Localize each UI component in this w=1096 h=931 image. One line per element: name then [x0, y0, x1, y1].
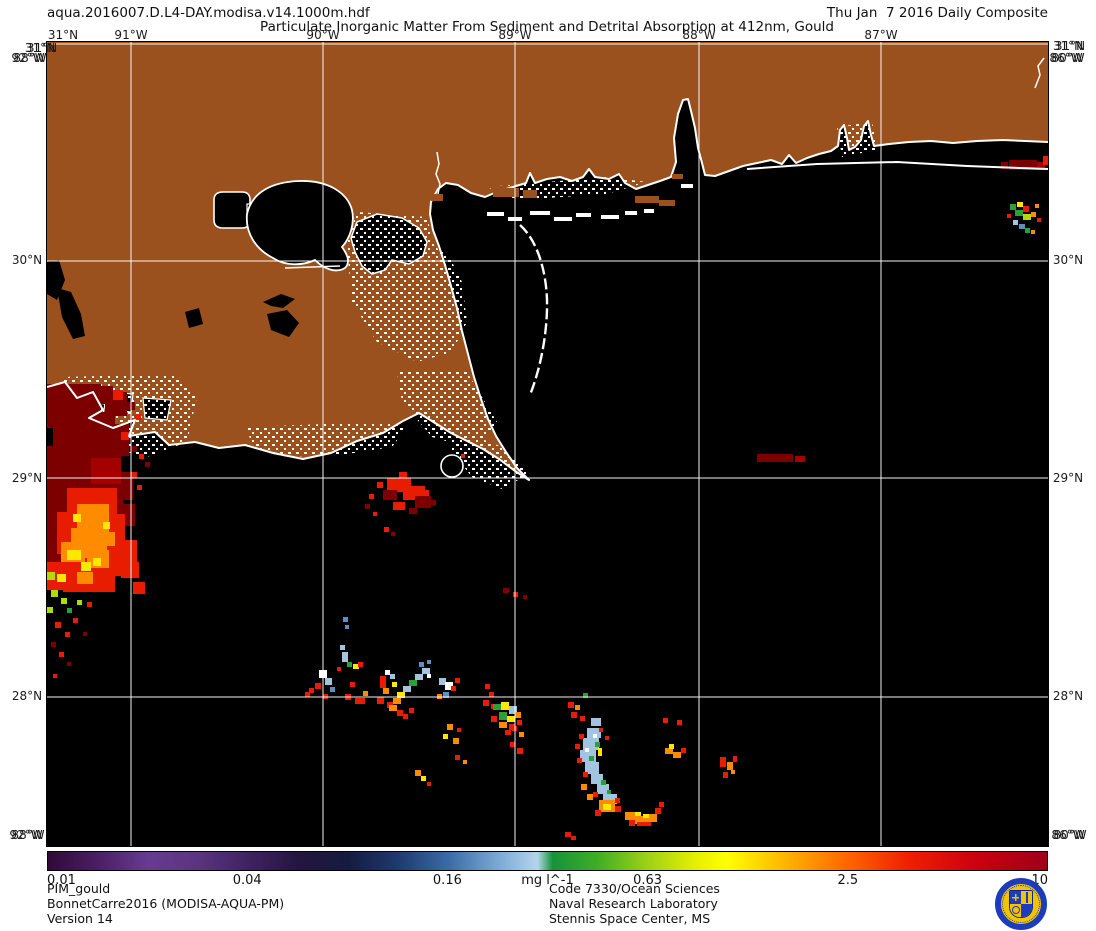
product-info-block: PIM_gould BonnetCarre2016 (MODISA-AQUA-P… [47, 881, 284, 926]
top-axis-label: 31°N [47, 28, 79, 42]
inland-pond-2 [57, 288, 85, 339]
colorbar-tick: 0.16 [432, 873, 462, 888]
organization-block: Code 7330/Ocean Sciences Naval Research … [549, 881, 720, 926]
shield-quadrant [1021, 891, 1032, 904]
right-axis-label: 30°N [1052, 253, 1084, 267]
org-name: Naval Research Laboratory [549, 896, 718, 911]
nrl-seal-ring [1002, 885, 1040, 923]
version-label: Version 14 [47, 911, 113, 926]
colorbar-tick: 0.04 [232, 873, 262, 888]
nrl-seal-shield [1009, 890, 1033, 918]
latlon-gridlines [47, 42, 1048, 846]
nrl-seal-icon [995, 878, 1047, 930]
corner-axis-label: 88°W [11, 828, 45, 842]
colorbar-tick: mg l^-1 [521, 873, 574, 888]
shield-quadrant [1010, 891, 1021, 904]
product-name: PIM_gould [47, 881, 111, 896]
inland-pond-5 [267, 310, 299, 337]
composite-date: Thu Jan 7 2016 Daily Composite [826, 5, 1048, 21]
colorbar-tick: 0.63 [633, 873, 663, 888]
pontchartrain-south-shore [284, 265, 341, 269]
inland-pond-3 [185, 308, 203, 328]
corner-axis-label: 80°W [1053, 828, 1087, 842]
left-axis-label: 29°N [11, 471, 43, 485]
source-filename: aqua.2016007.D.L4-DAY.modisa.v14.1000m.h… [47, 5, 370, 21]
pearl-river [435, 151, 441, 195]
corner-axis-label: 80°W [1051, 51, 1085, 65]
colorbar-tick: 2.5 [837, 873, 859, 888]
right-axis-label: 28°N [1052, 689, 1084, 703]
project-name: BonnetCarre2016 (MODISA-AQUA-PM) [47, 896, 285, 911]
delta-pond [440, 454, 464, 478]
corner-axis-label: 31°N [1052, 39, 1084, 53]
corner-axis-label: 86°W [1051, 828, 1085, 842]
colorbar-tick: 0.01 [47, 873, 76, 888]
lake-maurepas [213, 191, 251, 229]
top-axis-label: 87°W [864, 28, 898, 42]
top-axis-label: 91°W [114, 28, 148, 42]
map-canvas [47, 42, 1048, 846]
corner-axis-label: 92°W [9, 828, 43, 842]
map-title: Particulate Inorganic Matter From Sedime… [260, 19, 834, 35]
geo-map [46, 41, 1049, 847]
corner-axis-label: 31°N [1054, 39, 1086, 53]
corner-axis-label: 88°W [13, 51, 47, 65]
right-axis-label: 29°N [1052, 471, 1084, 485]
pim-colorbar [47, 851, 1048, 871]
shield-quadrant [1021, 904, 1032, 917]
org-location: Stennis Space Center, MS [549, 911, 711, 926]
barrier-shoreline-east [746, 160, 1048, 170]
org-code: Code 7330/Ocean Sciences [549, 881, 720, 896]
pim-data-patches [47, 156, 1048, 840]
corner-axis-label: 86°W [1049, 51, 1083, 65]
chandeleur-islands-arc [519, 224, 549, 396]
left-axis-label: 28°N [11, 689, 43, 703]
sound-land-patches [431, 174, 683, 206]
gulf-of-mexico [47, 99, 1048, 846]
coastline [47, 98, 1048, 481]
corner-axis-label: 92°W [11, 51, 45, 65]
left-axis-label: 30°N [11, 253, 43, 267]
inland-pond-4 [263, 294, 295, 308]
shield-quadrant [1010, 904, 1021, 917]
escambia-river [1034, 57, 1045, 89]
